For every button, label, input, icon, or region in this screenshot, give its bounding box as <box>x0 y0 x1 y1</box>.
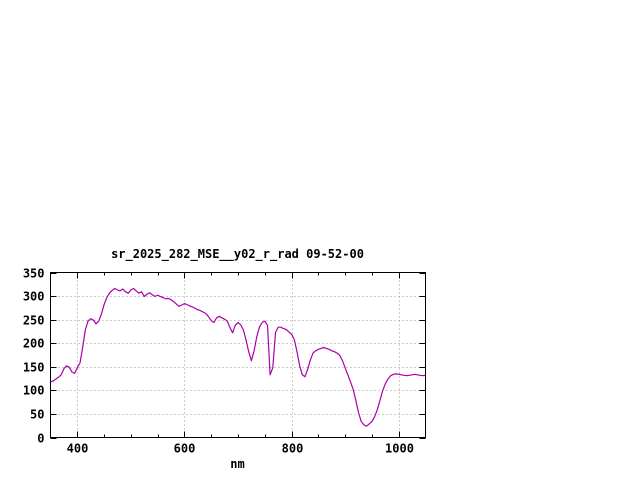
x-tick-label: 400 <box>67 442 89 456</box>
x-tick-label: 1000 <box>385 442 414 456</box>
y-tick-label: 350 <box>23 267 45 281</box>
y-tick-label: 300 <box>23 290 45 304</box>
y-tick-label: 50 <box>30 408 44 422</box>
y-tick-label: 0 <box>37 432 44 446</box>
y-tick-label: 250 <box>23 314 45 328</box>
y-tick-label: 150 <box>23 361 45 375</box>
x-axis-label: nm <box>230 457 245 471</box>
spectral-line <box>50 287 426 427</box>
x-tick-label: 800 <box>282 442 304 456</box>
chart-title: sr_2025_282_MSE__y02_r_rad 09-52-00 <box>111 247 364 261</box>
y-tick-label: 100 <box>23 384 45 398</box>
y-tick-label: 200 <box>23 337 45 351</box>
x-tick-label: 600 <box>174 442 196 456</box>
plot-frame <box>50 272 426 438</box>
